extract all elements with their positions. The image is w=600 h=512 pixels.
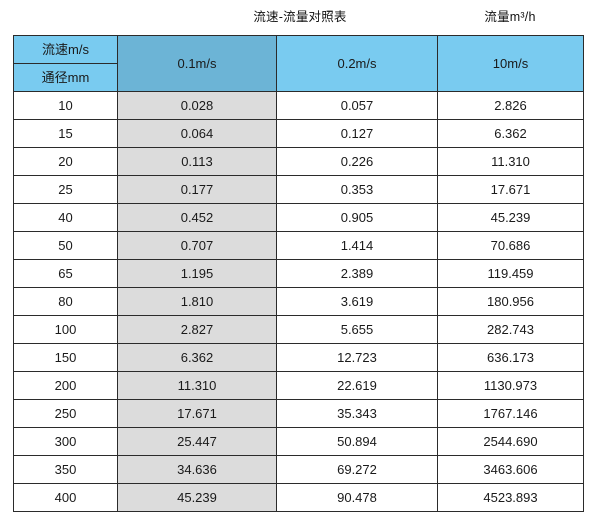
table-row: 65 1.195 2.389 119.459 xyxy=(13,259,584,288)
table-row: 20 0.113 0.226 11.310 xyxy=(13,147,584,176)
cell-flow-0.1ms: 1.195 xyxy=(117,259,277,288)
table-header-row-top: 流速m/s 0.1m/s 0.2m/s 10m/s xyxy=(13,35,584,92)
cell-flow-10ms: 3463.606 xyxy=(437,455,584,484)
cell-diameter: 400 xyxy=(13,483,118,512)
table-row: 350 34.636 69.272 3463.606 xyxy=(13,455,584,484)
cell-diameter: 200 xyxy=(13,371,118,400)
cell-flow-0.2ms: 0.226 xyxy=(276,147,438,176)
cell-flow-0.2ms: 2.389 xyxy=(276,259,438,288)
cell-diameter: 150 xyxy=(13,343,118,372)
header-velocity-unit-label: 流速m/s xyxy=(13,35,118,64)
cell-flow-0.1ms: 25.447 xyxy=(117,427,277,456)
cell-flow-0.2ms: 0.127 xyxy=(276,119,438,148)
cell-flow-0.1ms: 11.310 xyxy=(117,371,277,400)
cell-flow-10ms: 2544.690 xyxy=(437,427,584,456)
cell-flow-0.1ms: 0.452 xyxy=(117,203,277,232)
cell-flow-0.2ms: 12.723 xyxy=(276,343,438,372)
cell-flow-0.2ms: 0.905 xyxy=(276,203,438,232)
cell-flow-0.2ms: 35.343 xyxy=(276,399,438,428)
page-title: 流速-流量对照表 xyxy=(253,10,347,24)
cell-diameter: 65 xyxy=(13,259,118,288)
cell-diameter: 40 xyxy=(13,203,118,232)
table-row: 200 11.310 22.619 1130.973 xyxy=(13,371,584,400)
table-row: 300 25.447 50.894 2544.690 xyxy=(13,427,584,456)
table-row: 10 0.028 0.057 2.826 xyxy=(13,91,584,120)
cell-flow-0.1ms: 2.827 xyxy=(117,315,277,344)
cell-flow-0.1ms: 0.707 xyxy=(117,231,277,260)
cell-flow-10ms: 11.310 xyxy=(437,147,584,176)
cell-diameter: 50 xyxy=(13,231,118,260)
cell-diameter: 250 xyxy=(13,399,118,428)
cell-flow-0.2ms: 5.655 xyxy=(276,315,438,344)
cell-diameter: 350 xyxy=(13,455,118,484)
cell-diameter: 100 xyxy=(13,315,118,344)
cell-flow-0.2ms: 90.478 xyxy=(276,483,438,512)
header-col-10ms: 10m/s xyxy=(437,35,584,92)
cell-flow-10ms: 70.686 xyxy=(437,231,584,260)
table-row: 40 0.452 0.905 45.239 xyxy=(13,203,584,232)
cell-diameter: 15 xyxy=(13,119,118,148)
cell-flow-10ms: 45.239 xyxy=(437,203,584,232)
table-row: 250 17.671 35.343 1767.146 xyxy=(13,399,584,428)
table-row: 100 2.827 5.655 282.743 xyxy=(13,315,584,344)
cell-flow-0.1ms: 17.671 xyxy=(117,399,277,428)
table-body: 流速m/s 0.1m/s 0.2m/s 10m/s 通径mm 10 0.028 0.… xyxy=(13,35,584,512)
flow-velocity-table-wrapper: 流速m/s 0.1m/s 0.2m/s 10m/s 通径mm 10 0.028 0.… xyxy=(13,35,584,512)
cell-flow-10ms: 4523.893 xyxy=(437,483,584,512)
cell-flow-0.1ms: 1.810 xyxy=(117,287,277,316)
cell-flow-10ms: 282.743 xyxy=(437,315,584,344)
cell-flow-0.1ms: 45.239 xyxy=(117,483,277,512)
cell-diameter: 25 xyxy=(13,175,118,204)
table-row: 50 0.707 1.414 70.686 xyxy=(13,231,584,260)
cell-flow-10ms: 119.459 xyxy=(437,259,584,288)
cell-flow-0.1ms: 0.113 xyxy=(117,147,277,176)
flow-unit-label: 流量m³/h xyxy=(484,10,536,24)
cell-flow-0.2ms: 0.353 xyxy=(276,175,438,204)
cell-diameter: 80 xyxy=(13,287,118,316)
cell-diameter: 300 xyxy=(13,427,118,456)
cell-flow-10ms: 2.826 xyxy=(437,91,584,120)
cell-diameter: 10 xyxy=(13,91,118,120)
cell-flow-0.2ms: 3.619 xyxy=(276,287,438,316)
table-row: 80 1.810 3.619 180.956 xyxy=(13,287,584,316)
cell-flow-0.1ms: 6.362 xyxy=(117,343,277,372)
cell-flow-10ms: 6.362 xyxy=(437,119,584,148)
cell-flow-0.1ms: 34.636 xyxy=(117,455,277,484)
table-row: 150 6.362 12.723 636.173 xyxy=(13,343,584,372)
header-diameter-unit-label: 通径mm xyxy=(13,63,118,92)
cell-flow-10ms: 180.956 xyxy=(437,287,584,316)
title-strip: 流速-流量对照表 流量m³/h xyxy=(0,0,600,33)
cell-flow-10ms: 636.173 xyxy=(437,343,584,372)
cell-flow-0.1ms: 0.064 xyxy=(117,119,277,148)
cell-flow-0.2ms: 0.057 xyxy=(276,91,438,120)
cell-flow-10ms: 1767.146 xyxy=(437,399,584,428)
cell-flow-10ms: 17.671 xyxy=(437,175,584,204)
header-col-0.1ms: 0.1m/s xyxy=(117,35,277,92)
cell-flow-0.2ms: 69.272 xyxy=(276,455,438,484)
table-row: 15 0.064 0.127 6.362 xyxy=(13,119,584,148)
cell-diameter: 20 xyxy=(13,147,118,176)
table-row: 400 45.239 90.478 4523.893 xyxy=(13,483,584,512)
header-col-0.2ms: 0.2m/s xyxy=(276,35,438,92)
cell-flow-0.2ms: 50.894 xyxy=(276,427,438,456)
cell-flow-0.2ms: 1.414 xyxy=(276,231,438,260)
cell-flow-10ms: 1130.973 xyxy=(437,371,584,400)
flow-velocity-table: 流速m/s 0.1m/s 0.2m/s 10m/s 通径mm 10 0.028 0.… xyxy=(13,35,584,512)
cell-flow-0.2ms: 22.619 xyxy=(276,371,438,400)
cell-flow-0.1ms: 0.028 xyxy=(117,91,277,120)
table-row: 25 0.177 0.353 17.671 xyxy=(13,175,584,204)
cell-flow-0.1ms: 0.177 xyxy=(117,175,277,204)
